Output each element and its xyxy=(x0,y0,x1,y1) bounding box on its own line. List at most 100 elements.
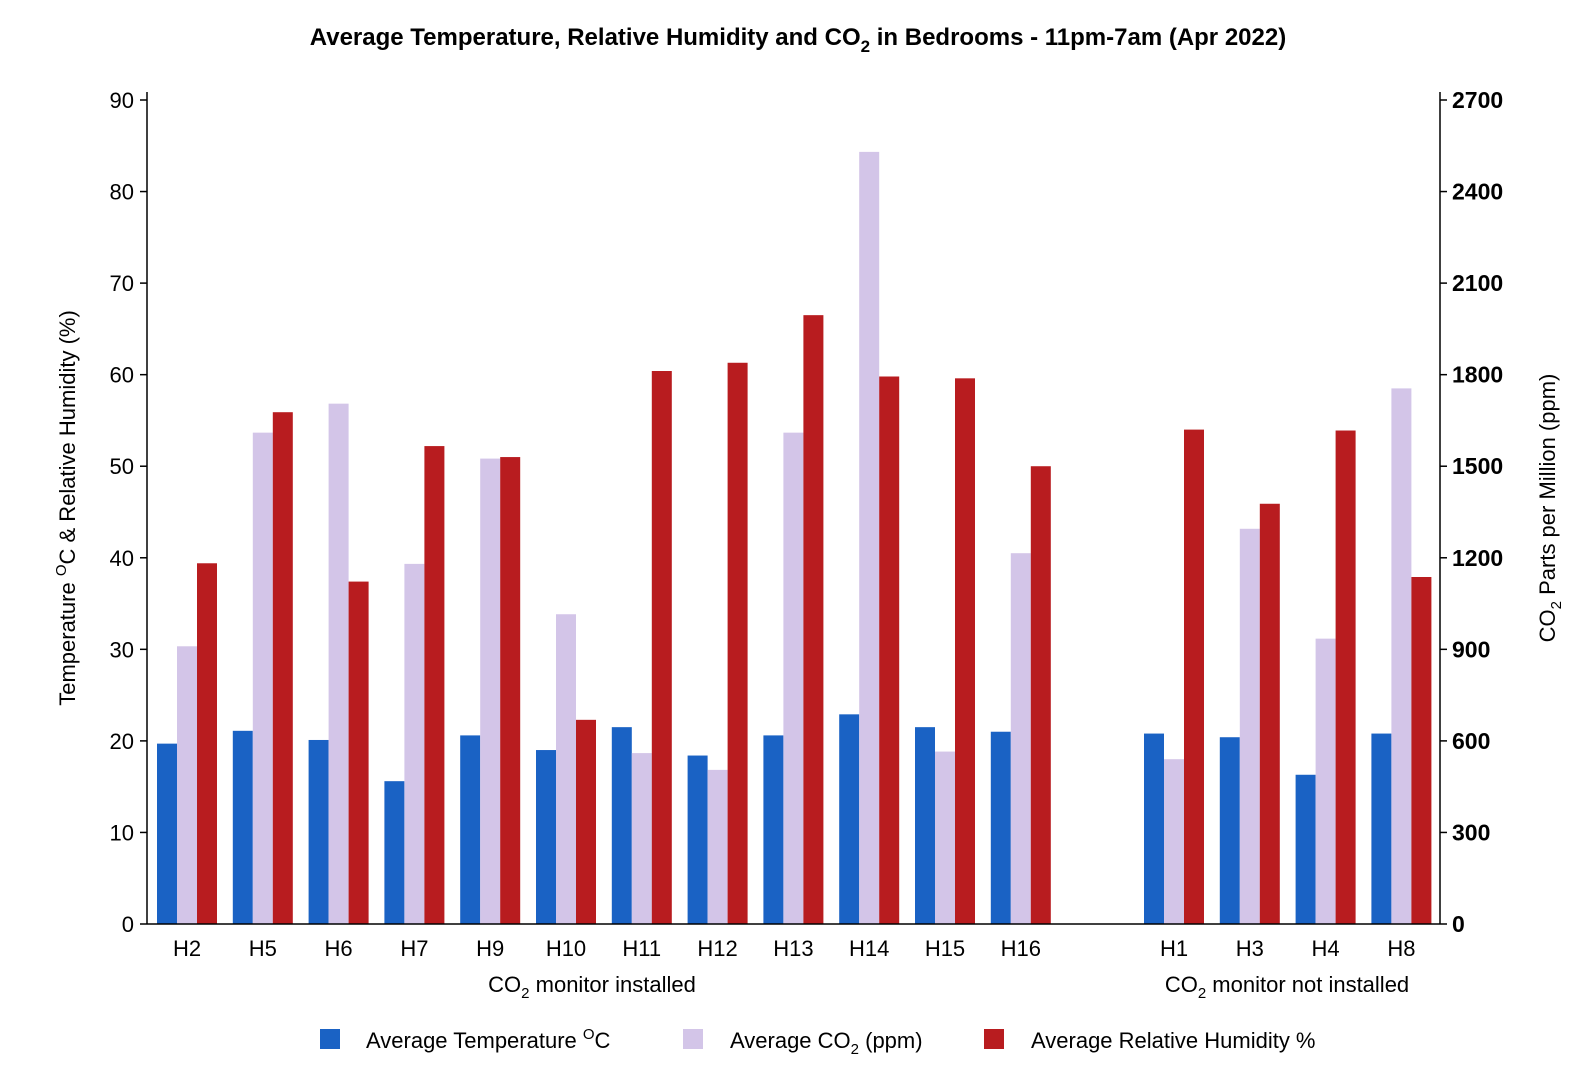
right-tick-label: 1800 xyxy=(1452,362,1503,388)
bar-co2-h9 xyxy=(480,458,501,924)
bar-temperature-h11 xyxy=(611,727,632,924)
bar-co2-h4 xyxy=(1315,638,1336,924)
bar-humidity-h13 xyxy=(803,315,824,925)
bar-co2-h13 xyxy=(783,432,804,924)
bar-co2-h11 xyxy=(631,753,652,924)
x-tick-label-h7: H7 xyxy=(400,936,428,961)
bar-co2-h15 xyxy=(935,751,955,924)
x-tick-label-h13: H13 xyxy=(773,936,813,961)
bar-co2-h16 xyxy=(1010,553,1031,924)
x-tick-label-h4: H4 xyxy=(1312,936,1340,961)
bar-humidity-h15 xyxy=(955,378,975,925)
bar-co2-h5 xyxy=(252,432,273,924)
right-axis-label-pre: CO xyxy=(1535,609,1560,642)
right-tick-label: 600 xyxy=(1452,728,1490,754)
bar-temperature-h2 xyxy=(157,743,177,924)
x-tick-label-h15: H15 xyxy=(925,936,965,961)
bar-humidity-h3 xyxy=(1259,503,1280,924)
right-tick-label: 2700 xyxy=(1452,87,1503,113)
right-tick-label: 1500 xyxy=(1452,453,1503,479)
left-tick-label: 0 xyxy=(122,912,134,937)
bar-temperature-h16 xyxy=(990,731,1011,924)
legend-swatch-humidity xyxy=(984,1029,1004,1049)
left-tick-label: 10 xyxy=(110,820,134,845)
x-tick-label-h14: H14 xyxy=(849,936,889,961)
bar-temperature-h5 xyxy=(232,730,253,924)
legend-label-humidity: Average Relative Humidity % xyxy=(1031,1028,1316,1053)
x-tick-label-h16: H16 xyxy=(1001,936,1041,961)
x-tick-label-h11: H11 xyxy=(622,936,661,961)
bar-humidity-h5 xyxy=(272,412,293,924)
bar-co2-h14 xyxy=(859,151,880,925)
bar-temperature-h15 xyxy=(915,727,935,924)
bar-temperature-h4 xyxy=(1295,774,1316,924)
bar-temperature-h3 xyxy=(1219,737,1240,924)
bar-humidity-h10 xyxy=(576,719,596,924)
bar-co2-h3 xyxy=(1239,528,1260,924)
legend: Average Temperature OC Average CO2 (ppm)… xyxy=(320,1026,1316,1058)
left-axis-label-sup: O xyxy=(53,564,70,576)
right-tick-label: 300 xyxy=(1452,819,1490,845)
right-axis-label-sub: 2 xyxy=(1548,601,1565,609)
left-tick-label: 50 xyxy=(110,454,134,479)
bar-temperature-h14 xyxy=(839,714,860,924)
bar-humidity-h14 xyxy=(879,376,900,924)
chart-title-main: Average Temperature, Relative Humidity a… xyxy=(310,24,861,51)
x-tick-label-h6: H6 xyxy=(325,936,353,961)
left-tick-label: 40 xyxy=(110,546,134,571)
bar-humidity-h1 xyxy=(1184,429,1204,924)
x-tick-label-h10: H10 xyxy=(546,936,586,961)
right-tick-label: 1200 xyxy=(1452,545,1503,571)
bar-humidity-h7 xyxy=(424,446,445,924)
x-tick-label-h2: H2 xyxy=(173,936,201,961)
bar-humidity-h6 xyxy=(348,581,369,924)
bar-humidity-h2 xyxy=(197,563,217,924)
x-axis-ticks: H2 H5 H6 H7 H9 H10 H11 H12 H13 H14 H15 H16 H1 H3 H4 H8 xyxy=(173,936,1416,961)
legend-swatch-temperature xyxy=(320,1029,340,1049)
bar-co2-h10 xyxy=(556,614,576,924)
left-axis-label: Temperature OC & Relative Humidity (%) xyxy=(53,310,80,706)
bar-temperature-h13 xyxy=(763,735,784,924)
bar-co2-h12 xyxy=(707,769,728,924)
bar-temperature-h10 xyxy=(536,750,556,924)
x-tick-label-h9: H9 xyxy=(476,936,504,961)
bar-humidity-h9 xyxy=(500,457,521,924)
legend-label-temperature: Average Temperature OC xyxy=(366,1026,611,1053)
left-axis-label-post: C & Relative Humidity (%) xyxy=(55,310,80,564)
left-tick-label: 30 xyxy=(110,637,134,662)
right-tick-label: 2400 xyxy=(1452,179,1503,205)
right-tick-label: 900 xyxy=(1452,636,1490,662)
bar-temperature-h9 xyxy=(460,735,481,924)
bar-temperature-h7 xyxy=(384,781,405,924)
bar-co2-h2 xyxy=(177,646,197,924)
plot-area xyxy=(157,151,1432,925)
group-label-installed: CO2 monitor installed xyxy=(488,972,696,1002)
left-axis-label-pre: Temperature xyxy=(55,576,80,706)
right-axis-label: CO2 Parts per Million (ppm) xyxy=(1535,374,1565,643)
legend-swatch-co2 xyxy=(683,1029,703,1049)
bar-temperature-h6 xyxy=(308,739,329,924)
x-tick-label-h1: H1 xyxy=(1160,936,1188,961)
left-tick-label: 90 xyxy=(110,88,134,113)
left-axis-ticks: 0 10 20 30 40 50 60 70 80 90 xyxy=(110,88,147,937)
x-tick-label-h12: H12 xyxy=(697,936,737,961)
bar-co2-h8 xyxy=(1391,388,1412,924)
bar-temperature-h12 xyxy=(687,755,708,924)
left-tick-label: 80 xyxy=(110,180,134,205)
bar-co2-h1 xyxy=(1164,759,1184,924)
bar-humidity-h16 xyxy=(1030,466,1051,924)
chart-title-sub: 2 xyxy=(861,37,870,56)
bar-co2-h7 xyxy=(404,563,425,924)
chart-title-rest: in Bedrooms - 11pm-7am (Apr 2022) xyxy=(870,24,1286,51)
x-tick-label-h5: H5 xyxy=(249,936,277,961)
right-tick-label: 2100 xyxy=(1452,270,1503,296)
group-label-not-installed: CO2 monitor not installed xyxy=(1165,972,1409,1002)
bar-humidity-h8 xyxy=(1411,577,1432,924)
bar-temperature-h8 xyxy=(1371,733,1392,924)
left-tick-label: 60 xyxy=(110,363,134,388)
legend-label-co2: Average CO2 (ppm) xyxy=(730,1028,923,1058)
right-axis-ticks: 0 300 600 900 1200 1500 1800 2100 2400 2700 xyxy=(1440,87,1503,937)
left-tick-label: 70 xyxy=(110,271,134,296)
bar-co2-h6 xyxy=(328,403,349,924)
